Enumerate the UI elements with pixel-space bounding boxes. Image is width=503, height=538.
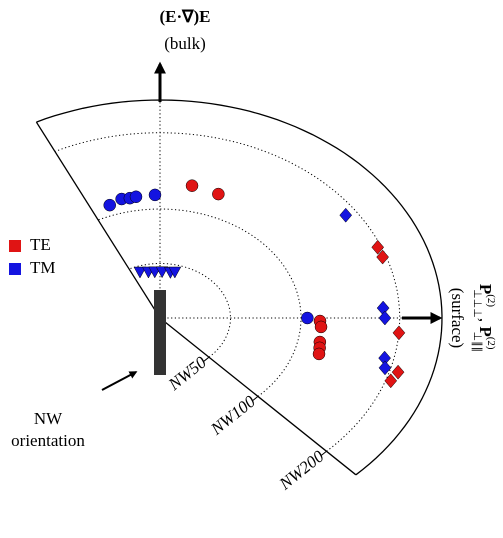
- point: [103, 198, 116, 212]
- edge: [35, 121, 161, 319]
- point: [312, 347, 326, 361]
- grid-ring: [98, 208, 302, 397]
- r-tick: [203, 356, 210, 362]
- point: [168, 266, 182, 279]
- label-part: P: [476, 284, 495, 294]
- r-tick-label: NW50: [164, 352, 210, 394]
- point: [339, 207, 353, 223]
- legend-swatch: [9, 263, 21, 275]
- label-part: ⊥∥∥: [471, 332, 483, 353]
- legend-label: TE: [30, 235, 51, 254]
- point: [133, 266, 147, 279]
- point: [392, 325, 406, 341]
- top-sublabel: (bulk): [164, 34, 206, 53]
- marks: [103, 179, 406, 389]
- annotation: NW: [34, 409, 63, 428]
- label-part: P: [476, 326, 495, 336]
- point: [371, 239, 385, 255]
- point: [376, 249, 389, 265]
- grid-ring: [128, 263, 231, 358]
- r-tick-label: NW200: [275, 446, 328, 494]
- r-tick-label: NW100: [206, 391, 259, 439]
- point: [212, 187, 225, 201]
- point: [155, 266, 169, 279]
- r-tick: [252, 396, 259, 401]
- label-part: (2): [485, 294, 497, 307]
- legend-label: TM: [30, 258, 56, 277]
- right-sublabel: (surface): [448, 288, 467, 348]
- point: [301, 311, 314, 325]
- point: [314, 320, 328, 334]
- point: [384, 373, 398, 389]
- grid-ring: [54, 132, 401, 452]
- legend: TE TM: [9, 235, 56, 277]
- point: [378, 310, 392, 326]
- point: [148, 188, 162, 202]
- point: [129, 190, 143, 204]
- point: [185, 179, 199, 192]
- annotation: orientation: [11, 431, 85, 450]
- label-part: ⊥⊥⊥: [471, 289, 483, 318]
- r-tick: [321, 450, 327, 456]
- top-label: (E·∇)E: [159, 7, 210, 26]
- grid: [54, 100, 442, 452]
- annotation-arrow: [101, 371, 138, 391]
- point: [378, 360, 392, 376]
- outer-arc: [36, 99, 443, 476]
- point: [391, 364, 405, 380]
- label-part: (2): [485, 337, 497, 350]
- nanowire: [154, 290, 166, 375]
- right-label: P(2)⊥⊥⊥, P(2)⊥∥∥: [471, 284, 497, 352]
- legend-swatch: [9, 240, 21, 252]
